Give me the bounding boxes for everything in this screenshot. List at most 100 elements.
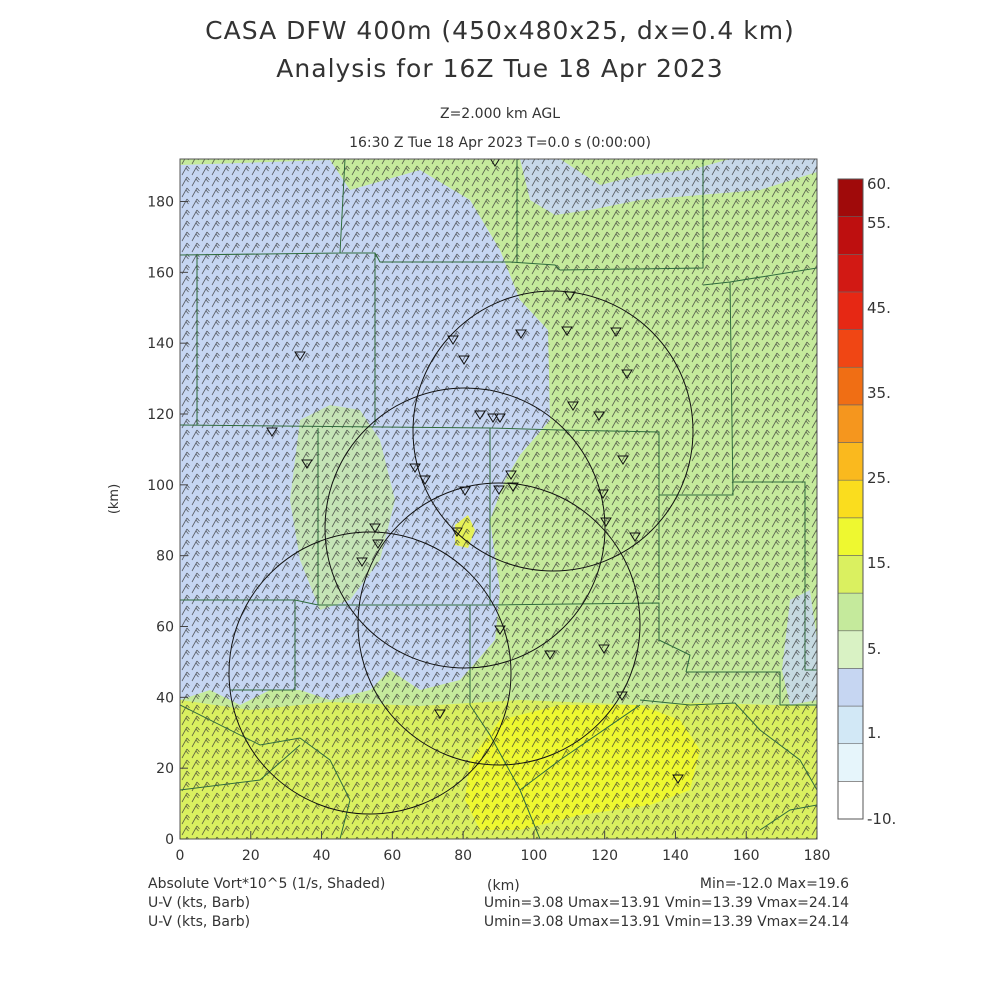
inverted-triangle-icon [515,329,527,339]
radar-station-markers [266,159,684,784]
colorbar-segment [837,329,864,368]
colorbar-label: 5. [867,640,881,658]
inverted-triangle-icon [419,475,431,485]
inverted-triangle-icon [301,459,313,469]
inverted-triangle-icon [474,410,486,420]
colorbar-segment [837,178,864,217]
y-axis: 0 20 40 60 80 100 120 140 160 180 [147,195,188,848]
colorbar-segment [837,442,864,481]
inverted-triangle-icon [610,327,622,337]
inverted-triangle-icon [494,413,506,423]
colorbar-segment [837,592,864,632]
colorbar-label: 15. [867,554,891,572]
inverted-triangle-icon [621,369,633,379]
plot-subtitle: Analysis for 16Z Tue 18 Apr 2023 [276,54,724,83]
colorbar-segment [837,479,864,519]
inverted-triangle-icon [564,291,576,301]
inverted-triangle-icon [451,527,463,537]
x-tick-label: 60 [383,848,401,864]
inverted-triangle-icon [369,523,381,533]
radar-ring-southeast [357,482,641,766]
colorbar-frame [837,178,864,820]
x-tick-label: 100 [521,848,548,864]
min-max-readout: Min=-12.0 Max=19.6 [699,876,849,892]
radar-ring-center [324,387,606,669]
time-label: 16:30 Z Tue 18 Apr 2023 T=0.0 s (0:00:00… [349,135,651,151]
barb-label-2: U-V (kts, Barb) [148,914,251,930]
radar-range-rings [228,290,694,815]
inverted-triangle-icon [597,489,609,499]
colorbar-segment [837,781,864,820]
x-tick-label: 80 [454,848,472,864]
inverted-triangle-icon [490,159,500,167]
inverted-triangle-icon [266,427,278,437]
colorbar-label: 25. [867,469,891,487]
colorbar-segment [837,404,864,443]
inverted-triangle-icon [372,539,384,549]
colorbar-segment [837,630,864,669]
barb-label-1: U-V (kts, Barb) [148,895,251,911]
colorbar-segment [837,291,864,330]
uv-range-readout-1: Umin=3.08 Umax=13.91 Vmin=13.39 Vmax=24.… [483,895,849,911]
x-tick-label: 120 [591,848,618,864]
uv-range-readout-2: Umin=3.08 Umax=13.91 Vmin=13.39 Vmax=24.… [483,914,849,930]
inverted-triangle-icon [494,625,506,635]
y-axis-label: (km) [107,484,122,514]
y-tick-label: 60 [156,620,174,636]
wind-barbs-field [180,159,817,839]
colorbar-labels: 60. 55. 45. 35. 25. 15. 5. 1. -10. [867,175,896,828]
colorbar-segment [837,743,864,782]
inverted-triangle-icon [507,482,519,492]
inverted-triangle-icon [493,485,505,495]
x-tick-label: 0 [176,848,185,864]
colorbar-label: 60. [867,175,891,193]
y-tick-label: 140 [147,336,174,352]
inverted-triangle-icon [567,401,579,411]
colorbar-segment [837,517,864,556]
colorbar-segment [837,555,864,594]
inverted-triangle-icon [505,470,517,480]
inverted-triangle-icon [458,355,470,365]
colorbar-label: 35. [867,384,891,402]
y-tick-label: 20 [156,761,174,777]
y-tick-label: 40 [156,690,174,706]
radar-ring-southwest [228,531,512,815]
colorbar-segment [837,705,864,745]
inverted-triangle-icon [672,774,684,784]
colorbar-segment [837,366,864,406]
inverted-triangle-icon [629,532,641,542]
y-tick-label: 160 [147,265,174,281]
colorbar-label: 45. [867,299,891,317]
colorbar-segment [837,668,864,707]
inverted-triangle-icon [409,463,421,473]
x-tick-label: 160 [733,848,760,864]
inverted-triangle-icon [447,335,459,345]
colorbar [837,178,864,820]
colorbar-label: -10. [867,810,896,828]
colorbar-segment [837,216,864,255]
y-tick-label: 0 [165,832,174,848]
x-tick-label: 140 [662,848,689,864]
radar-ring-north [412,290,694,572]
inverted-triangle-icon [544,650,556,660]
y-tick-label: 100 [147,478,174,494]
plot-frame [179,158,818,840]
inverted-triangle-icon [617,455,629,465]
colorbar-label: 1. [867,724,881,742]
shaded-field-label: Absolute Vort*10^5 (1/s, Shaded) [148,876,386,892]
inverted-triangle-icon [459,486,471,496]
y-tick-label: 120 [147,407,174,423]
inverted-triangle-icon [434,709,446,719]
x-axis-label: (km) [487,878,520,894]
inverted-triangle-icon [487,413,499,423]
inverted-triangle-icon [600,517,612,527]
y-tick-label: 180 [147,195,174,211]
x-axis: 0 20 40 60 80 100 120 140 160 180 [176,831,831,864]
x-tick-label: 180 [804,848,831,864]
plot-title: CASA DFW 400m (450x480x25, dx=0.4 km) [205,16,795,45]
colorbar-label: 55. [867,214,891,232]
inverted-triangle-icon [561,326,573,336]
map-plot-area [180,159,817,839]
county-boundaries [180,159,817,839]
